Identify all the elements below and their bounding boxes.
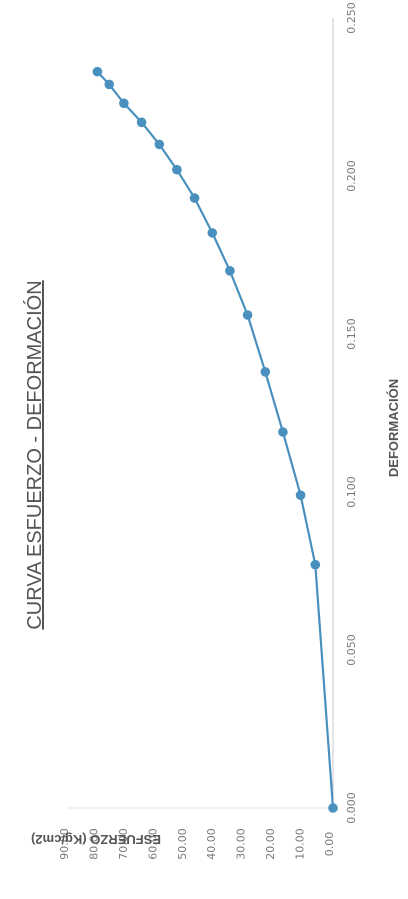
y-tick-label: 30.00	[235, 828, 248, 860]
x-tick-label: 0.050	[345, 634, 358, 666]
y-axis-label: ESFUERZO (Kg/cm2)	[31, 832, 161, 847]
data-point	[92, 66, 103, 77]
y-tick-label: 40.00	[205, 828, 218, 860]
data-point	[104, 79, 114, 90]
data-point	[225, 266, 235, 276]
y-tick-label: 90.00	[58, 828, 71, 860]
y-tick-labels: 0.00 10.00 20.00 30.00 40.00 50.00 60.00 70.00 8…	[58, 828, 336, 860]
y-tick-label: 50.00	[176, 828, 189, 860]
data-point	[189, 193, 200, 203]
y-tick-label: 10.00	[294, 828, 307, 860]
plot-frame	[68, 18, 334, 809]
data-point	[154, 139, 165, 150]
data-point	[136, 117, 147, 128]
x-tick-label: 0.200	[345, 160, 358, 192]
data-point	[242, 310, 253, 320]
x-tick-label: 0.100	[345, 476, 358, 508]
x-axis-label: DEFORMACIÓN	[386, 379, 401, 477]
x-tick-label: 0.250	[345, 2, 358, 34]
y-tick-label: 70.00	[117, 828, 130, 860]
data-point	[278, 427, 288, 437]
data-point	[172, 164, 182, 175]
data-point	[310, 559, 321, 570]
x-tick-labels: 0.000 0.050 0.100 0.150 0.200 0.250	[345, 2, 358, 824]
data-point	[328, 803, 338, 813]
y-tick-label: 60.00	[146, 828, 159, 860]
series-line	[96, 70, 335, 809]
x-tick-label: 0.150	[345, 318, 358, 350]
series-layer	[96, 70, 335, 809]
y-tick-label: 20.00	[264, 828, 277, 860]
y-tick-label: 0.00	[323, 832, 336, 857]
data-point	[119, 98, 129, 109]
data-point	[260, 367, 271, 377]
x-tick-label: 0.000	[345, 792, 358, 824]
data-point	[207, 228, 218, 238]
y-tick-label: 80.00	[87, 828, 100, 860]
chart-title: CURVA ESFUERZO - DEFORMACIÓN	[23, 280, 46, 629]
points-layer	[92, 66, 338, 813]
data-point	[295, 490, 306, 501]
